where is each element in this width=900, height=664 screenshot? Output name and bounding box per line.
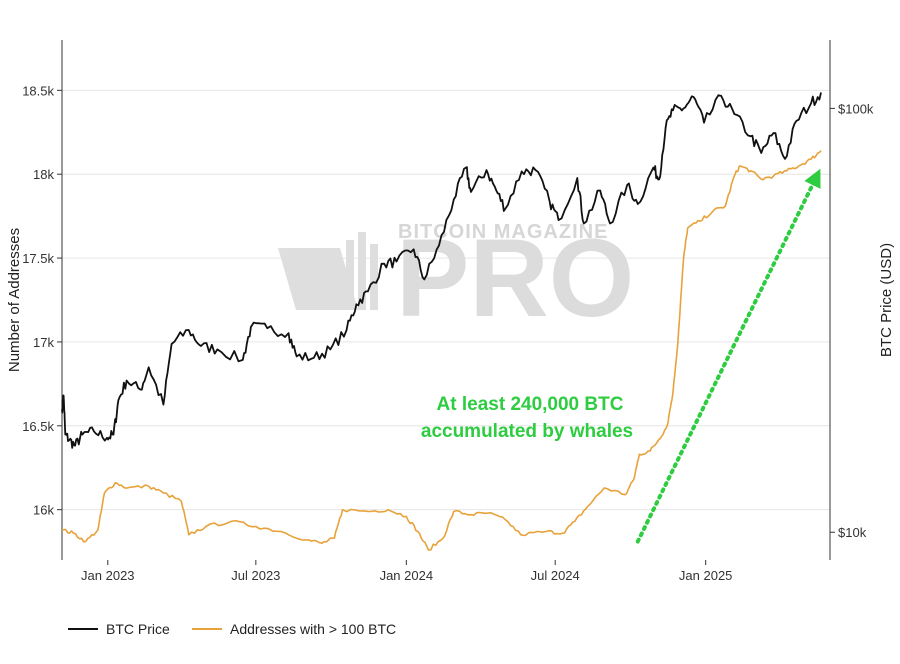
arrow-shaft <box>635 172 820 544</box>
left-tick-label: 18.5k <box>22 83 54 98</box>
gridlines <box>62 89 830 511</box>
right-tick-label: $100k <box>838 101 874 116</box>
legend-label-btc-price: BTC Price <box>106 621 170 637</box>
left-tick-label: 18k <box>33 167 54 182</box>
arrow-head-icon <box>804 168 821 189</box>
accumulation-arrow <box>635 168 821 544</box>
left-axis-ticks: 16k 16.5k 17k 17.5k 18k 18.5k <box>22 83 62 518</box>
right-tick-label: $10k <box>838 525 867 540</box>
legend-label-addresses: Addresses with > 100 BTC <box>230 621 396 637</box>
x-tick-label: Jan 2023 <box>81 568 135 583</box>
x-tick-label: Jul 2024 <box>531 568 580 583</box>
right-axis-ticks: $10k $100k <box>830 101 874 540</box>
x-tick-label: Jan 2024 <box>380 568 434 583</box>
right-axis-title: BTC Price (USD) <box>878 243 895 357</box>
series-lines <box>61 92 822 551</box>
legend: BTC Price Addresses with > 100 BTC <box>68 621 396 637</box>
watermark-text-small: BITCOIN MAGAZINE <box>398 221 608 243</box>
left-tick-label: 17k <box>33 335 54 350</box>
watermark-text-big: PRO <box>396 217 634 340</box>
annotation-line-1: At least 240,000 BTC <box>437 394 624 415</box>
x-tick-label: Jan 2025 <box>679 568 733 583</box>
watermark-logo-icon <box>278 232 378 310</box>
left-tick-label: 17.5k <box>22 251 54 266</box>
x-tick-label: Jul 2023 <box>231 568 280 583</box>
watermark: BITCOIN MAGAZINE PRO <box>278 217 634 340</box>
annotation-line-2: accumulated by whales <box>421 421 633 442</box>
series-line-addresses <box>61 150 822 551</box>
x-axis-ticks: Jan 2023 Jul 2023 Jan 2024 Jul 2024 Jan 2025 <box>81 560 732 583</box>
series-line-btc-price <box>61 92 822 449</box>
left-axis-title: Number of Addresses <box>6 228 23 372</box>
left-tick-label: 16.5k <box>22 419 54 434</box>
left-tick-label: 16k <box>33 503 54 518</box>
